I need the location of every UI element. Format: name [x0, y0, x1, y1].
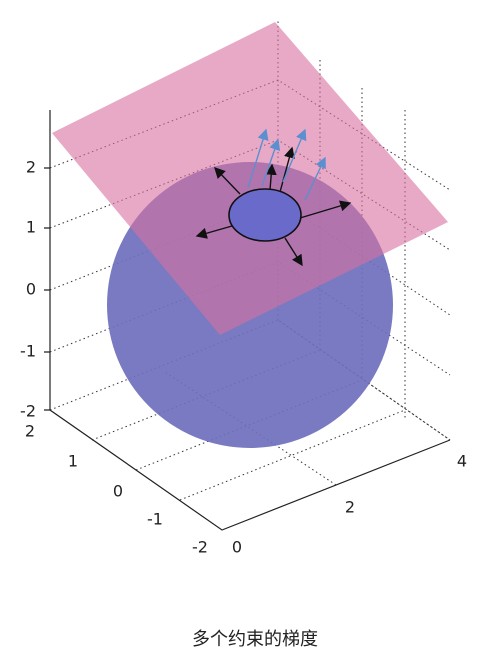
z-tick-label: 2 [26, 158, 36, 177]
x-tick-label: 0 [232, 538, 242, 557]
z-tick-label: 1 [26, 218, 36, 237]
y-tick-label: 2 [25, 422, 35, 441]
y-tick-label: 1 [68, 452, 78, 471]
x-tick-label: 4 [457, 452, 467, 471]
axes [44, 110, 451, 531]
tick-labels: 2 1 0 -1 -2 2 1 0 -1 -2 0 2 4 [20, 158, 467, 557]
caption: 多个约束的梯度 [192, 629, 318, 650]
gradient-arrows [195, 128, 352, 267]
y-tick-label: -2 [192, 538, 208, 557]
z-tick-label: 0 [26, 280, 36, 299]
constraint-ellipse [228, 188, 302, 242]
plane [52, 22, 448, 335]
y-tick-label: 0 [113, 482, 123, 501]
x-tick-label: 2 [345, 498, 355, 517]
z-tick-label: -1 [20, 342, 36, 361]
y-tick-label: -1 [147, 510, 163, 529]
z-tick-label: -2 [20, 402, 36, 421]
